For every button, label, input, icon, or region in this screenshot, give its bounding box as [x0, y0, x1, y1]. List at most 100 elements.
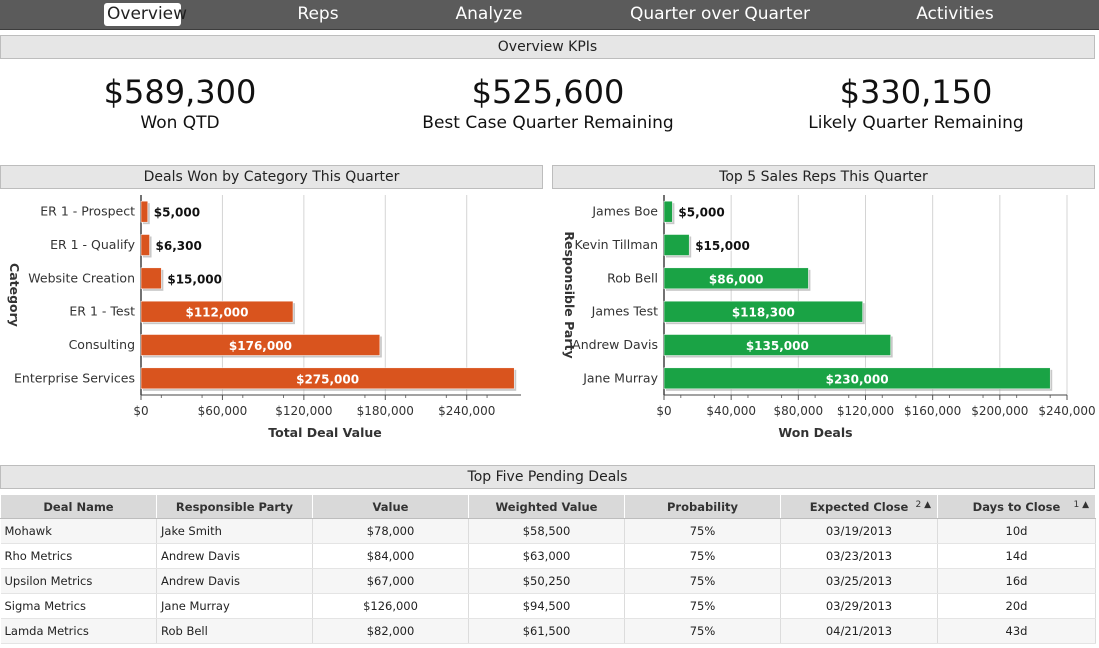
kpi-label: Likely Quarter Remaining	[808, 113, 1024, 133]
value-label: $15,000	[167, 272, 222, 286]
table-cell: 03/23/2013	[780, 543, 938, 569]
bar	[663, 200, 673, 223]
table-header-row: Deal Name Responsible Party Value Weight…	[0, 494, 1096, 519]
pending-deals-header: Top Five Pending Deals	[0, 465, 1095, 489]
table-row[interactable]: Rho Metrics Andrew Davis $84,000 $63,000 75%…	[0, 543, 1096, 569]
tick-label: $0	[656, 404, 671, 418]
value-label: $15,000	[695, 239, 750, 253]
table-cell: $50,250	[468, 568, 625, 594]
value-label: $112,000	[185, 306, 248, 320]
table-row[interactable]: Mohawk Jake Smith $78,000 $58,500 75% 03/19/2…	[0, 518, 1096, 544]
kpi-value: $589,300	[103, 73, 257, 111]
table-cell: Andrew Davis	[156, 543, 313, 569]
table-cell: 75%	[624, 518, 781, 544]
category-label: Enterprise Services	[14, 370, 135, 385]
col-deal-name[interactable]: Deal Name	[0, 494, 157, 519]
table-cell: $84,000	[312, 543, 469, 569]
tab-reps[interactable]: Reps	[297, 4, 339, 24]
col-days-to-close[interactable]: Days to Close 1 ▲	[937, 494, 1096, 519]
reps-chart: $0 $40,000 $80,000 $120,000 $160,000 $200,000…	[552, 192, 1097, 452]
value-label: $5,000	[154, 206, 200, 220]
tick-label: $120,000	[275, 404, 332, 418]
col-expected-close[interactable]: Expected Close 2 ▲	[780, 494, 938, 519]
x-axis-title: Total Deal Value	[268, 425, 382, 440]
table-cell: $94,500	[468, 593, 625, 619]
table-cell: 43d	[937, 618, 1096, 644]
bar	[140, 234, 150, 256]
table-cell: $58,500	[468, 518, 625, 544]
value-label: $5,000	[678, 206, 724, 220]
category-chart-header: Deals Won by Category This Quarter	[0, 165, 543, 189]
tick-label: $120,000	[837, 404, 894, 418]
table-cell: Rho Metrics	[0, 543, 157, 569]
kpi-best-case: $525,600 Best Case Quarter Remaining	[398, 72, 698, 134]
bar	[663, 267, 809, 290]
category-label: Kevin Tillman	[575, 237, 658, 252]
table-cell: $63,000	[468, 543, 625, 569]
category-label: Rob Bell	[607, 270, 658, 285]
reps-chart-header: Top 5 Sales Reps This Quarter	[552, 165, 1095, 189]
tab-overview[interactable]: Overview	[104, 3, 187, 26]
pending-deals-table: Deal Name Responsible Party Value Weight…	[0, 494, 1096, 644]
table-cell: $126,000	[312, 593, 469, 619]
bar	[663, 300, 863, 323]
category-label: ER 1 - Prospect	[40, 204, 135, 219]
table-cell: 75%	[624, 543, 781, 569]
tick-label: $40,000	[706, 404, 756, 418]
value-label: $6,300	[156, 239, 202, 253]
category-label: James Boe	[591, 204, 658, 219]
table-cell: Jane Murray	[156, 593, 313, 619]
value-label: $275,000	[296, 372, 359, 386]
kpi-label: Best Case Quarter Remaining	[422, 113, 674, 133]
table-cell: Andrew Davis	[156, 568, 313, 594]
bar	[663, 234, 690, 256]
table-row[interactable]: Upsilon Metrics Andrew Davis $67,000 $50,25…	[0, 568, 1096, 594]
category-label: ER 1 - Qualify	[50, 237, 136, 252]
col-label: Expected Close	[809, 499, 909, 514]
bar	[140, 267, 162, 290]
category-label: James Test	[591, 304, 658, 319]
bar	[140, 367, 515, 390]
table-cell: Rob Bell	[156, 618, 313, 644]
table-cell: 03/29/2013	[780, 593, 938, 619]
bar	[140, 200, 149, 223]
category-label: Jane Murray	[582, 370, 658, 385]
top-nav: Overview Reps Analyze Quarter over Quart…	[0, 0, 1099, 30]
table-cell: Upsilon Metrics	[0, 568, 157, 594]
y-axis-title: Category	[7, 263, 22, 327]
tab-quarter-over-quarter[interactable]: Quarter over Quarter	[629, 4, 811, 24]
kpi-label: Won QTD	[140, 113, 220, 133]
bar	[663, 367, 1051, 390]
col-responsible-party[interactable]: Responsible Party	[156, 494, 313, 519]
value-label: $86,000	[709, 272, 764, 286]
category-label: Consulting	[69, 337, 135, 352]
tick-label: $160,000	[904, 404, 961, 418]
table-cell: 03/19/2013	[780, 518, 938, 544]
y-axis-title: Responsible Party	[562, 231, 577, 358]
tick-label: $60,000	[198, 404, 248, 418]
tick-label: $240,000	[1038, 404, 1095, 418]
col-value[interactable]: Value	[312, 494, 469, 519]
tab-activities[interactable]: Activities	[916, 4, 994, 24]
table-row[interactable]: Sigma Metrics Jane Murray $126,000 $94,500 7…	[0, 593, 1096, 619]
value-label: $176,000	[229, 339, 292, 353]
table-cell: 75%	[624, 618, 781, 644]
kpi-value: $330,150	[839, 73, 993, 111]
bar	[140, 300, 294, 323]
table-row[interactable]: Lamda Metrics Rob Bell $82,000 $61,500 75% 04…	[0, 618, 1096, 644]
category-label: Website Creation	[28, 270, 135, 285]
kpi-value: $525,600	[471, 73, 625, 111]
value-label: $230,000	[826, 372, 889, 386]
table-cell: Sigma Metrics	[0, 593, 157, 619]
x-axis-title: Won Deals	[778, 425, 852, 440]
table-cell: $78,000	[312, 518, 469, 544]
kpi-section-header: Overview KPIs	[0, 35, 1095, 59]
table-cell: $82,000	[312, 618, 469, 644]
tab-analyze[interactable]: Analyze	[455, 4, 523, 24]
table-cell: 04/21/2013	[780, 618, 938, 644]
col-weighted-value[interactable]: Weighted Value	[468, 494, 625, 519]
table-cell: 14d	[937, 543, 1096, 569]
tick-label: $80,000	[774, 404, 824, 418]
tick-label: $240,000	[438, 404, 495, 418]
col-probability[interactable]: Probability	[624, 494, 781, 519]
